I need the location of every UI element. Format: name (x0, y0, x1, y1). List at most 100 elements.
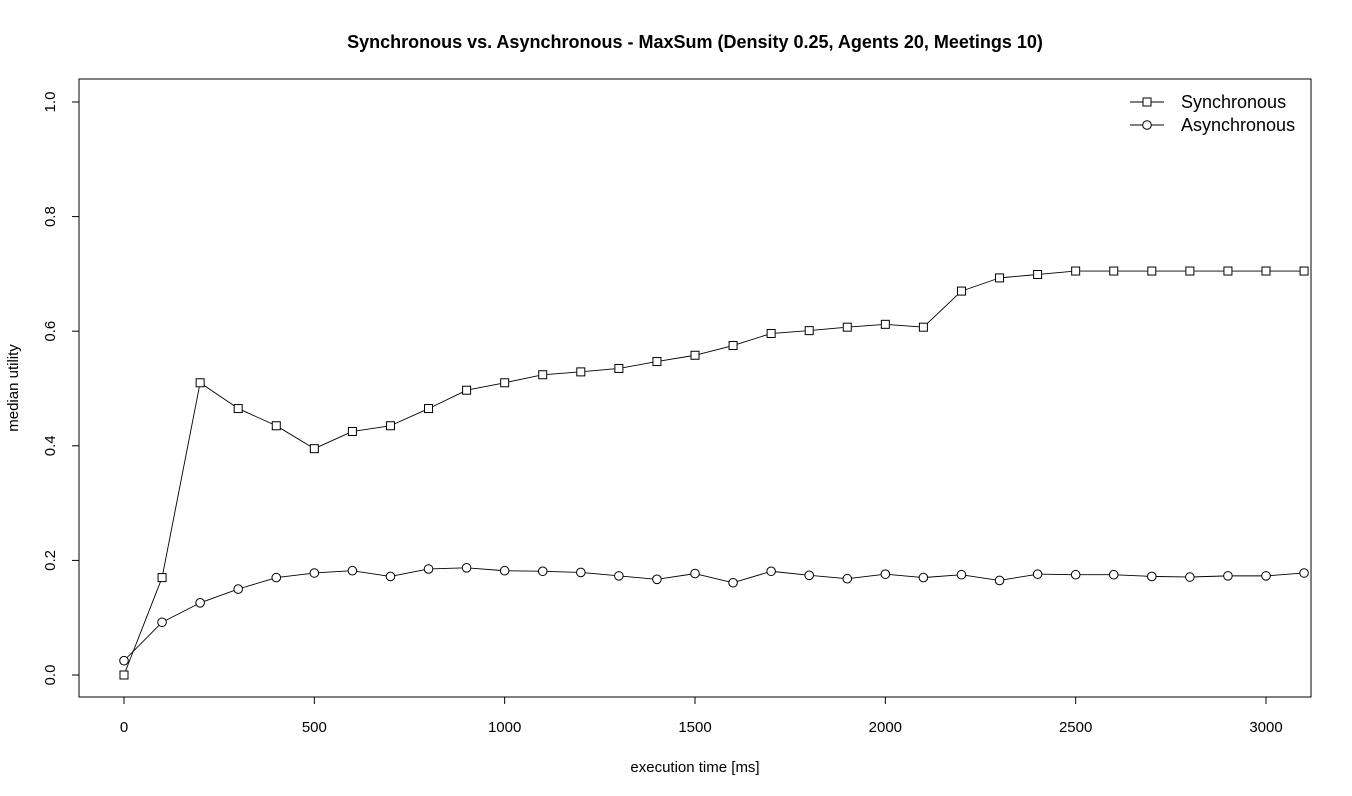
series-synchronous-segment (851, 324, 881, 328)
series-synchronous-segment (508, 375, 539, 383)
series-asynchronous-point (385, 571, 396, 582)
series-synchronous-point (347, 426, 357, 436)
series-asynchronous-segment (318, 570, 348, 574)
series-synchronous-point (804, 326, 814, 336)
series-asynchronous-segment (356, 570, 387, 577)
series-asynchronous-point (195, 598, 205, 608)
series-asynchronous-segment (394, 569, 425, 577)
series-synchronous (119, 266, 1309, 680)
series-asynchronous-point (1223, 571, 1233, 581)
y-tick-label: 0.4 (42, 435, 59, 456)
series-asynchronous-point (1108, 569, 1119, 580)
y-tick-label: 0.0 (42, 665, 59, 686)
series-asynchronous-point (347, 565, 358, 576)
series-synchronous-segment (889, 324, 919, 328)
series-asynchronous-point (1070, 569, 1081, 580)
series-asynchronous-segment (889, 574, 919, 578)
series-asynchronous-point (119, 655, 129, 666)
series-asynchronous-segment (813, 575, 843, 579)
legend-label: Synchronous (1181, 92, 1286, 112)
series-synchronous-point (1261, 266, 1271, 276)
series-asynchronous-segment (204, 590, 235, 602)
series-asynchronous-segment (126, 625, 160, 658)
y-axis-label: median utility (5, 344, 22, 432)
series-synchronous-segment (394, 409, 425, 425)
series-asynchronous-point (1147, 571, 1157, 582)
series-synchronous-segment (699, 346, 729, 355)
series-synchronous-point (995, 273, 1005, 283)
x-tick-label: 1000 (488, 719, 521, 736)
legend-label: Asynchronous (1181, 115, 1295, 135)
y-tick-label: 1.0 (42, 92, 59, 113)
series-synchronous-segment (623, 361, 653, 369)
series-synchronous-segment (318, 432, 349, 448)
series-synchronous-segment (279, 427, 311, 447)
series-synchronous-point (1033, 269, 1043, 279)
series-synchronous-segment (926, 293, 959, 325)
series-asynchronous-point (461, 563, 472, 573)
series-asynchronous-point (994, 575, 1005, 586)
series-synchronous-segment (162, 387, 200, 574)
series-synchronous-segment (585, 368, 615, 372)
plot-frame (78, 78, 1312, 698)
series-asynchronous-point (880, 569, 891, 579)
series-asynchronous-point (271, 572, 282, 583)
series-synchronous-point (956, 286, 966, 296)
series-asynchronous-segment (661, 573, 691, 580)
series-synchronous-point (728, 341, 738, 351)
series-asynchronous-segment (1003, 574, 1034, 581)
series-asynchronous-point (309, 568, 320, 578)
series-synchronous-point (652, 357, 662, 367)
series-asynchronous-point (652, 574, 662, 585)
x-axis: 0 500 1000 1500 2000 2500 3000 (120, 697, 1283, 736)
x-tick-label: 3000 (1249, 719, 1282, 736)
series-synchronous-point (538, 370, 548, 380)
series-synchronous-point (195, 378, 205, 388)
series-synchronous-segment (356, 425, 387, 432)
series-synchronous-point (614, 363, 624, 373)
series-layer (119, 266, 1309, 680)
series-asynchronous-point (1261, 571, 1271, 581)
series-asynchronous-segment (699, 574, 729, 583)
series-synchronous-point (918, 322, 928, 332)
series-synchronous-point (119, 670, 129, 680)
series-asynchronous-segment (927, 574, 958, 578)
series-asynchronous-segment (623, 575, 653, 580)
series-asynchronous-point (233, 584, 243, 594)
series-asynchronous-segment (1118, 574, 1148, 577)
series-asynchronous-segment (775, 571, 805, 576)
series-synchronous-point (576, 367, 586, 377)
series-asynchronous-point (842, 573, 853, 584)
series-synchronous-segment (775, 330, 805, 334)
series-synchronous-segment (547, 371, 577, 375)
series-synchronous-point (385, 421, 395, 431)
series-asynchronous-segment (433, 567, 463, 570)
series-asynchronous-point (499, 565, 510, 576)
series-synchronous-segment (965, 278, 996, 291)
series-asynchronous-segment (280, 573, 310, 578)
legend-circle-marker (1142, 120, 1152, 130)
legend-item-asynchronous: Asynchronous (1130, 115, 1295, 135)
series-asynchronous-point (423, 564, 434, 574)
series-synchronous-point (880, 319, 890, 329)
series-synchronous-point (233, 404, 243, 414)
y-tick-label: 0.2 (42, 550, 59, 571)
x-tick-label: 1500 (678, 719, 711, 736)
x-axis-label: execution time [ms] (630, 759, 759, 776)
series-asynchronous-point (537, 566, 548, 577)
series-asynchronous-segment (851, 574, 881, 579)
series-asynchronous-point (956, 569, 967, 580)
series-synchronous-point (424, 404, 434, 414)
series-synchronous-segment (203, 384, 235, 407)
series-synchronous-point (271, 421, 281, 431)
y-axis: 0.0 0.2 0.4 0.6 0.8 1.0 (42, 92, 79, 686)
series-asynchronous-segment (242, 578, 273, 589)
series-synchronous-point (690, 350, 700, 360)
series-asynchronous-point (804, 570, 815, 581)
legend-square-marker (1142, 97, 1152, 107)
x-tick-label: 500 (302, 719, 327, 736)
series-asynchronous-segment (737, 572, 767, 582)
series-synchronous-point (1147, 266, 1157, 276)
series-synchronous-point (462, 385, 472, 395)
